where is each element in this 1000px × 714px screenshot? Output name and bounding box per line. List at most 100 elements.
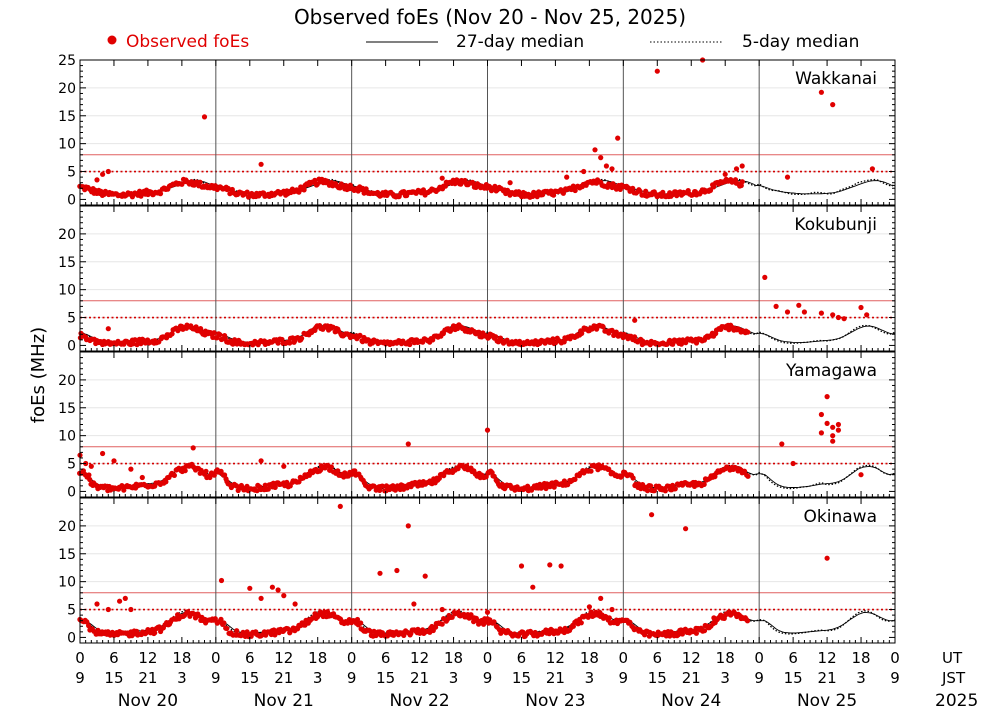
observed-point: [105, 606, 111, 613]
observed-point: [265, 486, 271, 492]
observed-point: [354, 616, 361, 623]
observed-point: [272, 484, 278, 490]
x-tick-label-ut: 0: [754, 649, 764, 667]
observed-point: [615, 135, 621, 141]
observed-point: [171, 472, 177, 478]
observed-point: [357, 332, 363, 338]
observed-point: [86, 623, 92, 629]
observed-point: [745, 473, 751, 479]
x-tick-label-jst: 3: [856, 669, 866, 687]
x-tick-label-jst: 9: [483, 669, 493, 687]
observed-point: [630, 475, 636, 481]
observed-point: [281, 463, 287, 469]
observed-point: [546, 631, 552, 637]
x-tick-label-ut: 6: [381, 649, 391, 667]
y-tick-label: 10: [58, 429, 76, 445]
observed-point: [407, 341, 413, 348]
observed-point: [835, 421, 842, 428]
x-tick-label-ut: 18: [851, 649, 870, 667]
x-tick-label-jst: 3: [720, 669, 730, 687]
observed-point: [640, 482, 646, 488]
observed-point: [258, 161, 264, 167]
observed-point: [518, 563, 525, 569]
observed-point: [275, 340, 281, 346]
observed-point: [801, 309, 808, 315]
observed-point: [564, 174, 570, 180]
observed-point: [632, 317, 638, 323]
observed-point: [449, 614, 455, 620]
station-label-okinawa: Okinawa: [804, 507, 877, 527]
observed-point: [739, 179, 745, 185]
x-tick-label-jst: 15: [784, 669, 803, 687]
median-5day-line: [79, 464, 896, 490]
observed-point: [87, 476, 93, 483]
observed-point: [841, 316, 847, 322]
x-tick-label-jst: 15: [376, 669, 395, 687]
observed-point: [693, 630, 700, 636]
observed-point: [247, 585, 253, 591]
observed-point: [379, 483, 385, 489]
observed-point: [411, 601, 417, 607]
x-tick-label-jst: 9: [347, 669, 357, 687]
observed-point: [683, 526, 689, 532]
observed-point: [632, 334, 638, 340]
observed-point: [707, 187, 714, 193]
day-label: Nov 21: [254, 691, 314, 711]
observed-point: [117, 598, 123, 604]
observed-points: [77, 57, 876, 200]
observed-point: [551, 484, 557, 490]
observed-point: [335, 468, 341, 474]
x-tick-label-ut: 0: [619, 649, 629, 667]
observed-point: [484, 609, 491, 615]
observed-point: [299, 335, 305, 341]
y-tick-label: 10: [58, 283, 76, 299]
station-label-yamagawa: Yamagawa: [785, 361, 877, 381]
x-tick-label-jst: 15: [240, 669, 259, 687]
observed-point: [320, 180, 326, 186]
observed-point: [818, 89, 825, 95]
observed-point: [111, 458, 117, 464]
x-tick-label-jst: 21: [682, 669, 701, 687]
observed-point: [858, 472, 864, 478]
x-tick-label-jst: 3: [585, 669, 595, 687]
observed-point: [301, 187, 307, 193]
observed-point: [197, 179, 203, 185]
observed-point: [818, 411, 825, 418]
day-label: Nov 20: [118, 691, 178, 711]
observed-point: [600, 324, 606, 330]
observed-point: [790, 460, 796, 467]
observed-point: [711, 184, 717, 190]
observed-point: [100, 171, 106, 177]
observed-point: [864, 312, 870, 318]
x-tick-label-ut: 18: [172, 649, 191, 667]
observed-point: [784, 309, 791, 315]
observed-point: [570, 623, 577, 629]
x-tick-label-jst: 9: [890, 669, 900, 687]
y-tick-label: 0: [67, 338, 76, 354]
legend: Observed foEs 27-day median 5-day median: [107, 32, 859, 52]
observed-point: [128, 466, 134, 472]
observed-point: [422, 573, 428, 579]
observed-point: [711, 615, 717, 621]
observed-point: [218, 577, 225, 584]
observed-point: [105, 168, 111, 175]
x-tick-label-jst: 3: [313, 669, 323, 687]
observed-point: [670, 341, 676, 347]
observed-point: [100, 450, 106, 457]
x-tick-label-jst: 15: [104, 669, 123, 687]
observed-point: [648, 483, 654, 489]
x-tick-label-ut: 18: [580, 649, 599, 667]
observed-points: [77, 394, 864, 494]
x-tick-label-ut: 0: [483, 649, 493, 667]
observed-point: [701, 628, 708, 634]
observed-point: [377, 487, 383, 493]
ut-axis-label: UT: [942, 649, 963, 667]
x-tick-label-ut: 18: [716, 649, 735, 667]
x-tick-label-ut: 6: [653, 649, 663, 667]
panel-okinawa: 0 5 10 15 20 Okinawa: [58, 497, 896, 646]
y-tick-label: 20: [58, 519, 76, 535]
y-tick-label: 0: [67, 630, 76, 646]
observed-point: [358, 620, 364, 626]
observed-point: [606, 615, 612, 621]
